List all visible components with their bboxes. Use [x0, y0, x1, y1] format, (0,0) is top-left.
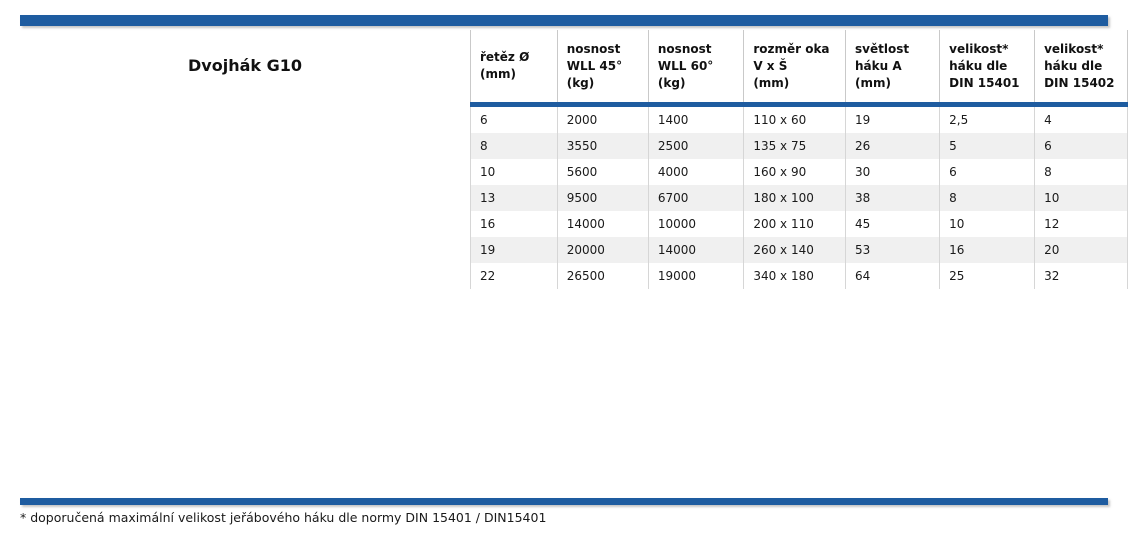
column-header-6: velikost* háku dle DIN 15402 — [1034, 30, 1128, 107]
table-cell: 6 — [470, 104, 558, 133]
table-cell: 20000 — [556, 237, 649, 263]
table-cell: 4 — [1034, 104, 1128, 133]
table-cell: 10 — [939, 211, 1035, 237]
spec-table-container: řetěz Ø (mm) nosnost WLL 45° (kg) nosnost … — [470, 30, 1128, 289]
column-header-3: rozměr oka V x Š (mm) — [743, 30, 846, 107]
top-accent-bar — [20, 15, 1108, 26]
bottom-accent-bar — [20, 498, 1108, 505]
table-cell: 6700 — [647, 185, 744, 211]
footnote-text: * doporučená maximální velikost jeřábové… — [20, 510, 547, 525]
column-header-2: nosnost WLL 60° (kg) — [647, 30, 744, 107]
table-cell: 340 x 180 — [743, 263, 846, 289]
table-cell: 53 — [844, 237, 940, 263]
table-row: 19 20000 14000 260 x 140 53 16 20 — [470, 237, 1128, 263]
table-cell: 5600 — [556, 159, 649, 185]
table-cell: 38 — [844, 185, 940, 211]
table-cell: 19000 — [647, 263, 744, 289]
table-cell: 135 x 75 — [743, 133, 846, 159]
table-body: 6 2000 1400 110 x 60 19 2,5 4 8 3550 2500 135 x 75… — [470, 104, 1128, 289]
table-cell: 110 x 60 — [743, 104, 846, 133]
table-cell: 10 — [470, 159, 558, 185]
table-row: 16 14000 10000 200 x 110 45 10 12 — [470, 211, 1128, 237]
table-cell: 8 — [470, 133, 558, 159]
table-cell: 6 — [939, 159, 1035, 185]
table-cell: 16 — [939, 237, 1035, 263]
table-cell: 30 — [844, 159, 940, 185]
table-row: 8 3550 2500 135 x 75 26 5 6 — [470, 133, 1128, 159]
column-header-0: řetěz Ø (mm) — [470, 30, 558, 107]
table-cell: 8 — [939, 185, 1035, 211]
table-cell: 25 — [939, 263, 1035, 289]
table-cell: 160 x 90 — [743, 159, 846, 185]
table-cell: 4000 — [647, 159, 744, 185]
table-cell: 19 — [844, 104, 940, 133]
table-cell: 200 x 110 — [743, 211, 846, 237]
table-row: 22 26500 19000 340 x 180 64 25 32 — [470, 263, 1128, 289]
page-title: Dvojhák G10 — [188, 56, 302, 75]
table-cell: 16 — [470, 211, 558, 237]
table-cell: 12 — [1034, 211, 1128, 237]
table-cell: 8 — [1034, 159, 1128, 185]
table-cell: 20 — [1034, 237, 1128, 263]
table-cell: 64 — [844, 263, 940, 289]
table-cell: 6 — [1034, 133, 1128, 159]
table-row: 10 5600 4000 160 x 90 30 6 8 — [470, 159, 1128, 185]
table-cell: 19 — [470, 237, 558, 263]
table-row: 13 9500 6700 180 x 100 38 8 10 — [470, 185, 1128, 211]
table-cell: 1400 — [647, 104, 744, 133]
table-cell: 14000 — [556, 211, 649, 237]
table-cell: 2000 — [556, 104, 649, 133]
column-header-1: nosnost WLL 45° (kg) — [556, 30, 649, 107]
table-cell: 260 x 140 — [743, 237, 846, 263]
table-cell: 2500 — [647, 133, 744, 159]
table-cell: 13 — [470, 185, 558, 211]
table-cell: 26 — [844, 133, 940, 159]
table-cell: 10000 — [647, 211, 744, 237]
table-cell: 3550 — [556, 133, 649, 159]
spec-table: řetěz Ø (mm) nosnost WLL 45° (kg) nosnost … — [470, 30, 1128, 289]
table-cell: 22 — [470, 263, 558, 289]
table-cell: 9500 — [556, 185, 649, 211]
table-header-row: řetěz Ø (mm) nosnost WLL 45° (kg) nosnost … — [470, 30, 1128, 107]
table-cell: 5 — [939, 133, 1035, 159]
table-cell: 14000 — [647, 237, 744, 263]
table-cell: 2,5 — [939, 104, 1035, 133]
column-header-5: velikost* háku dle DIN 15401 — [939, 30, 1035, 107]
table-cell: 10 — [1034, 185, 1128, 211]
table-cell: 32 — [1034, 263, 1128, 289]
table-cell: 26500 — [556, 263, 649, 289]
table-cell: 180 x 100 — [743, 185, 846, 211]
column-header-4: světlost háku A (mm) — [844, 30, 940, 107]
table-row: 6 2000 1400 110 x 60 19 2,5 4 — [470, 104, 1128, 133]
table-cell: 45 — [844, 211, 940, 237]
